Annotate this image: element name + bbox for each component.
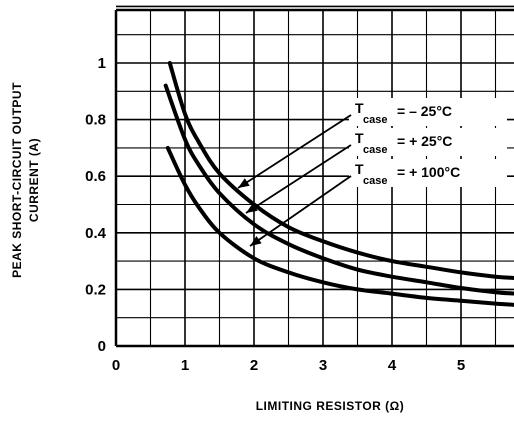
annotation-leader-line: [249, 175, 352, 247]
annotation-label-t: T: [355, 130, 364, 146]
annotation-leader-line: [245, 144, 352, 214]
x-tick-label: 2: [250, 357, 258, 374]
grid: [114, 5, 514, 348]
tick-labels: 0 1 2 3 4 5 0 0.2 0.4 0.6 0.8 1: [85, 55, 465, 374]
y-tick-label: 0.2: [85, 281, 106, 298]
x-tick-label: 3: [319, 357, 327, 374]
annotation-background: [349, 159, 507, 187]
series-line-1: [167, 61, 514, 280]
y-axis-title-line-1: PEAK SHORT-CIRCUIT OUTPUT: [10, 82, 24, 278]
annotation-label-subscript: case: [363, 144, 387, 156]
y-axis-title-line-2: CURRENT (A): [27, 138, 41, 222]
y-tick-label: 0.8: [85, 112, 106, 129]
annotation-label-t: T: [355, 161, 364, 177]
annotation-label-subscript: case: [363, 175, 387, 187]
annotation-label-value: = – 25°C: [397, 103, 452, 119]
arrowhead-icon: [246, 203, 258, 213]
curves: [163, 61, 514, 307]
annotation-leader-line: [237, 114, 352, 189]
y-tick-label: 0.6: [85, 168, 106, 185]
x-axis-title: LIMITING RESISTOR (Ω): [256, 399, 405, 413]
x-tick-label: 4: [388, 357, 397, 374]
annotation-label-t: T: [355, 100, 364, 116]
y-tick-label: 0: [98, 338, 106, 355]
series-line-2: [163, 83, 514, 296]
x-tick-label: 0: [112, 357, 120, 374]
annotation-label-value: = + 25°C: [397, 133, 452, 149]
annotation-label-subscript: case: [363, 114, 387, 126]
y-tick-label: 1: [98, 55, 106, 72]
series-line-3: [165, 145, 514, 307]
annotation-background: [349, 128, 507, 156]
arrowhead-icon: [250, 236, 262, 246]
arrowhead-icon: [238, 178, 250, 188]
annotation-label-value: = + 100°C: [397, 164, 460, 180]
annotation-background: [349, 98, 507, 126]
x-tick-label: 1: [181, 357, 189, 374]
x-tick-label: 5: [457, 357, 465, 374]
y-tick-label: 0.4: [85, 225, 107, 242]
